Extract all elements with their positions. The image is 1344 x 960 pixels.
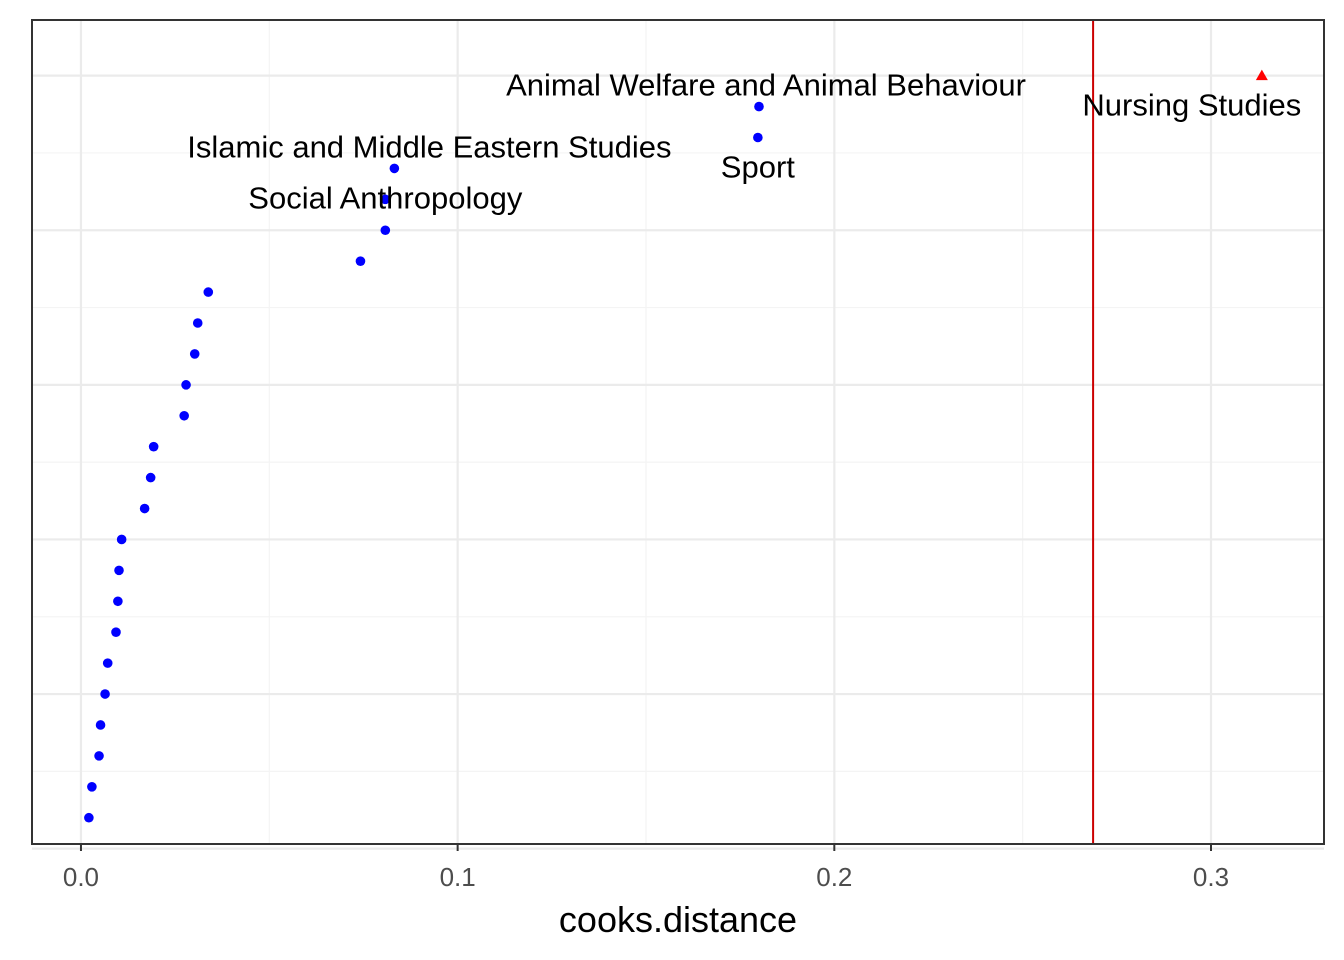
x-tick-label: 0.1 [440,862,476,892]
data-point [145,472,156,483]
data-point [389,163,400,174]
data-point [113,596,123,607]
data-point-highlight [1255,69,1268,81]
data-point [753,132,763,143]
data-points [84,69,1268,823]
point-label: Sport [721,149,795,184]
x-tick-label: 0.2 [816,862,852,892]
data-point [111,627,121,638]
data-point [192,318,203,328]
data-point [148,441,159,452]
x-axis-ticks [79,844,1212,851]
data-point [754,101,764,112]
x-axis-title: cooks.distance [559,899,797,940]
data-point [114,565,124,576]
data-point [179,410,189,421]
data-point [139,503,150,514]
data-point [102,658,113,668]
point-label: Nursing Studies [1082,88,1301,123]
data-point [95,720,106,730]
minor-grid [32,20,1324,844]
panel-background [32,20,1324,844]
data-point [203,287,214,297]
point-labels: Social Anthropology Islamic and Middle Ea… [187,68,1301,216]
data-point [87,781,97,792]
x-tick-label: 0.0 [63,862,99,892]
panel-border [31,19,1325,845]
data-point [94,751,104,761]
x-axis-tick-labels: 0.0 0.1 0.2 0.3 [63,862,1229,892]
data-point [84,812,94,823]
x-tick-label: 0.3 [1193,862,1229,892]
point-label: Islamic and Middle Eastern Studies [187,129,671,164]
point-label: Social Anthropology [248,180,523,215]
data-point [189,349,200,359]
data-point [116,534,127,545]
data-point [100,689,110,699]
data-point [355,256,366,266]
point-label: Animal Welfare and Animal Behaviour [506,68,1026,103]
major-grid [32,20,1324,850]
data-point [181,380,191,390]
data-point [380,225,391,236]
data-point [380,194,391,205]
